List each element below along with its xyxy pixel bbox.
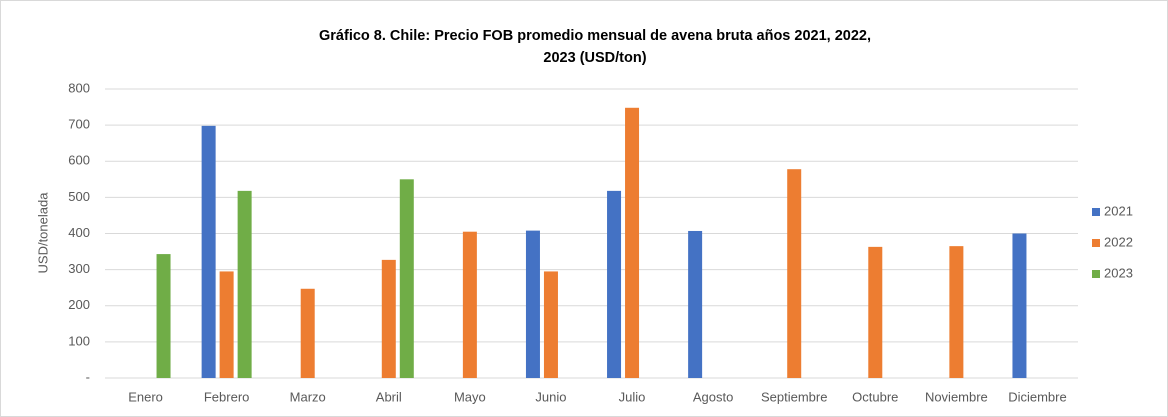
y-tick-label: 300: [68, 261, 90, 276]
y-tick-label: 800: [68, 80, 90, 95]
bar: [219, 271, 234, 378]
bar: [462, 231, 477, 378]
x-tick-label: Junio: [535, 389, 566, 404]
y-tick-label: 500: [68, 189, 90, 204]
x-tick-label: Agosto: [693, 389, 733, 404]
bar: [625, 107, 640, 378]
y-tick-label: 400: [68, 225, 90, 240]
x-tick-label: Marzo: [290, 389, 326, 404]
y-tick-label: 100: [68, 333, 90, 348]
x-tick-label: Abril: [376, 389, 402, 404]
bar: [237, 190, 252, 378]
bar: [688, 230, 703, 378]
bar: [525, 230, 540, 378]
legend-label: 2023: [1104, 265, 1133, 280]
y-axis-label: USD/tonelada: [35, 192, 50, 274]
bar: [156, 254, 171, 378]
chart-title: 2023 (USD/ton): [543, 50, 646, 66]
y-tick-label: -: [86, 369, 90, 384]
bar: [300, 288, 315, 378]
bar: [787, 169, 802, 378]
legend-label: 2021: [1104, 203, 1133, 218]
bar: [381, 259, 396, 378]
x-tick-label: Noviembre: [925, 389, 988, 404]
x-tick-label: Mayo: [454, 389, 486, 404]
bar: [399, 179, 414, 378]
bar: [607, 190, 622, 378]
x-tick-label: Febrero: [204, 389, 250, 404]
legend-swatch: [1092, 208, 1100, 216]
x-tick-label: Octubre: [852, 389, 898, 404]
x-tick-label: Septiembre: [761, 389, 827, 404]
x-tick-label: Julio: [619, 389, 646, 404]
x-tick-label: Diciembre: [1008, 389, 1067, 404]
y-tick-label: 600: [68, 153, 90, 168]
bar: [201, 125, 216, 378]
legend-label: 2022: [1104, 234, 1133, 249]
bar: [868, 246, 883, 378]
x-tick-label: Enero: [128, 389, 163, 404]
bar: [543, 271, 558, 378]
bar: [1012, 233, 1027, 378]
bar: [949, 246, 964, 378]
chart-title: Gráfico 8. Chile: Precio FOB promedio me…: [319, 28, 871, 44]
y-tick-label: 200: [68, 297, 90, 312]
legend-swatch: [1092, 239, 1100, 247]
y-tick-label: 700: [68, 117, 90, 132]
legend-swatch: [1092, 270, 1100, 278]
